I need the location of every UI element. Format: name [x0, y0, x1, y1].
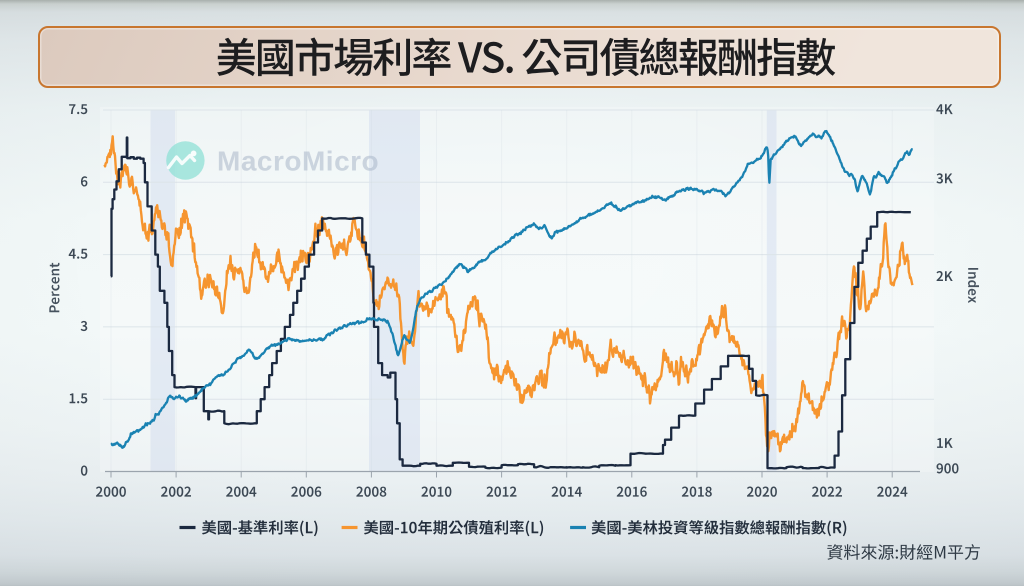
svg-text:MacroMicro: MacroMicro — [217, 146, 379, 177]
